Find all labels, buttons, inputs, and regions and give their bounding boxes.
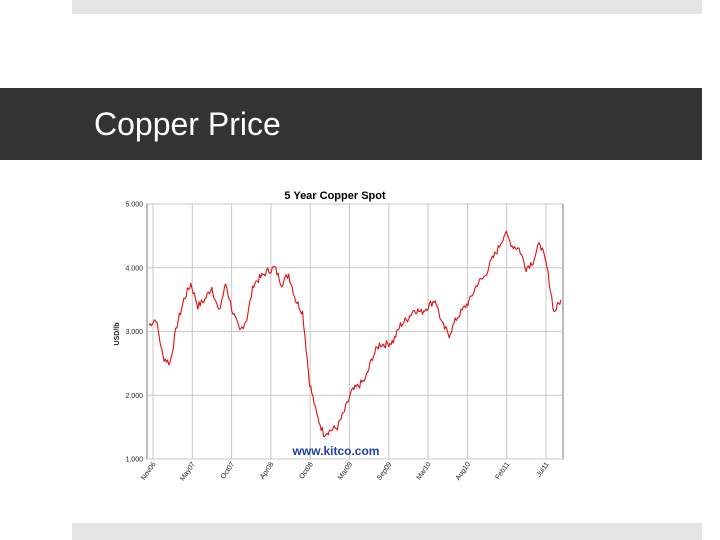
chart-title: 5 Year Copper Spot (284, 190, 386, 202)
slide-title: Copper Price (94, 106, 281, 142)
y-tick-label: 4.000 (125, 265, 143, 272)
x-tick-label: Mar10 (416, 461, 433, 481)
y-axis-label: USD/lb (114, 323, 121, 346)
x-tick-label: Jul11 (536, 461, 551, 478)
bottom-strip (72, 523, 702, 540)
x-tick-label: Sep09 (376, 461, 393, 482)
x-tick-label: Aug10 (455, 461, 472, 482)
copper-price-line (148, 230, 562, 438)
y-tick-label: 2.000 (125, 393, 143, 400)
title-bar (0, 88, 702, 160)
y-tick-label: 3.000 (125, 329, 143, 336)
watermark: www.kitco.com (292, 444, 380, 458)
y-tick-labels: 5.000 4.000 3.000 2.000 1.000 (125, 202, 143, 464)
x-tick-labels: Nov06 May07 Oct07 Apr08 Oct08 Mar09 Sep09 Mar10… (140, 461, 550, 482)
grid-layer (146, 203, 564, 460)
x-tick-label: Feb11 (495, 461, 512, 481)
x-tick-label: May07 (179, 461, 197, 482)
x-tick-label: Oct08 (298, 461, 315, 480)
top-strip (72, 0, 702, 14)
chart-frame (100, 182, 593, 494)
x-tick-label: Mar09 (337, 461, 354, 481)
x-tick-label: Nov06 (140, 461, 157, 482)
y-tick-label: 1.000 (125, 457, 143, 464)
x-tick-label: Apr08 (259, 461, 276, 480)
copper-price-chart: 5 Year Copper Spot USD/lb 5.000 4.000 3.00… (114, 190, 564, 482)
series-layer (148, 230, 562, 438)
x-tick-label: Oct07 (220, 461, 237, 480)
y-tick-label: 5.000 (125, 202, 143, 209)
